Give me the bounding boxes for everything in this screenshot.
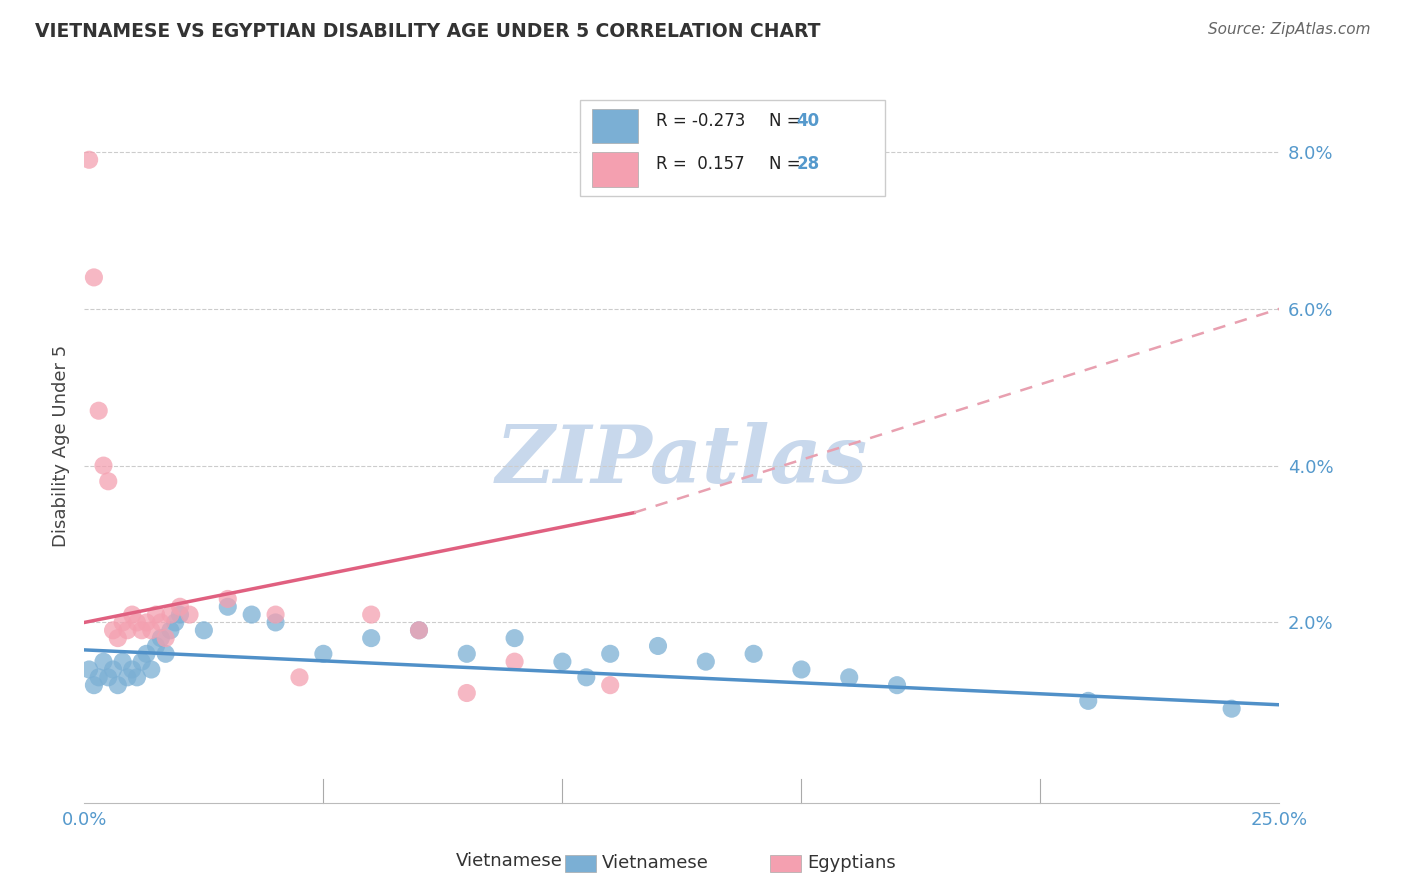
Point: [87, 403, 110, 417]
Point: [125, 615, 148, 630]
Point: [97, 670, 120, 684]
Point: [83, 270, 105, 285]
Point: [456, 686, 478, 700]
Text: R =  0.157: R = 0.157: [655, 155, 744, 173]
Point: [107, 678, 129, 692]
Point: [125, 670, 148, 684]
Text: Vietnamese: Vietnamese: [456, 852, 562, 870]
Point: [97, 475, 120, 489]
Point: [599, 678, 621, 692]
Text: Vietnamese: Vietnamese: [602, 855, 709, 872]
Text: VIETNAMESE VS EGYPTIAN DISABILITY AGE UNDER 5 CORRELATION CHART: VIETNAMESE VS EGYPTIAN DISABILITY AGE UN…: [35, 22, 821, 41]
Point: [141, 624, 163, 638]
Point: [117, 670, 139, 684]
Point: [886, 678, 908, 692]
Point: [647, 639, 669, 653]
Point: [145, 607, 167, 622]
FancyBboxPatch shape: [592, 109, 638, 144]
Point: [77, 153, 100, 167]
Point: [101, 663, 124, 677]
Point: [264, 607, 287, 622]
Text: 28: 28: [797, 155, 820, 173]
Y-axis label: Disability Age Under 5: Disability Age Under 5: [52, 345, 70, 547]
Point: [312, 647, 335, 661]
Point: [83, 678, 105, 692]
Point: [121, 607, 143, 622]
Point: [169, 599, 191, 614]
Point: [165, 615, 187, 630]
Text: R = -0.273: R = -0.273: [655, 112, 745, 130]
Point: [121, 663, 143, 677]
Point: [149, 615, 172, 630]
Point: [93, 655, 115, 669]
Point: [1077, 694, 1099, 708]
Point: [159, 607, 181, 622]
Point: [145, 639, 167, 653]
Point: [408, 624, 430, 638]
Text: 40: 40: [797, 112, 820, 130]
Point: [240, 607, 263, 622]
Point: [217, 599, 239, 614]
Point: [599, 647, 621, 661]
Point: [179, 607, 201, 622]
Text: N =: N =: [769, 112, 801, 130]
Point: [1220, 702, 1243, 716]
Point: [141, 663, 163, 677]
Point: [111, 615, 134, 630]
Point: [131, 624, 153, 638]
Point: [93, 458, 115, 473]
Point: [264, 615, 287, 630]
Point: [159, 624, 181, 638]
Point: [135, 647, 157, 661]
Point: [77, 663, 100, 677]
Point: [169, 607, 191, 622]
Point: [155, 647, 177, 661]
Point: [360, 607, 382, 622]
Point: [155, 631, 177, 645]
Point: [503, 655, 526, 669]
Point: [149, 631, 172, 645]
Point: [135, 615, 157, 630]
Point: [217, 591, 239, 606]
Text: N =: N =: [769, 155, 801, 173]
Point: [790, 663, 813, 677]
Point: [193, 624, 215, 638]
Text: ZIPatlas: ZIPatlas: [496, 422, 868, 499]
Point: [101, 624, 124, 638]
Point: [87, 670, 110, 684]
Point: [456, 647, 478, 661]
Point: [107, 631, 129, 645]
Point: [111, 655, 134, 669]
FancyBboxPatch shape: [581, 100, 886, 196]
Point: [117, 624, 139, 638]
Point: [838, 670, 860, 684]
Point: [408, 624, 430, 638]
Point: [742, 647, 765, 661]
Point: [695, 655, 717, 669]
FancyBboxPatch shape: [592, 153, 638, 186]
Point: [288, 670, 311, 684]
Point: [503, 631, 526, 645]
Point: [131, 655, 153, 669]
Text: Egyptians: Egyptians: [807, 855, 896, 872]
Text: Source: ZipAtlas.com: Source: ZipAtlas.com: [1208, 22, 1371, 37]
Point: [551, 655, 574, 669]
Point: [575, 670, 598, 684]
Point: [360, 631, 382, 645]
